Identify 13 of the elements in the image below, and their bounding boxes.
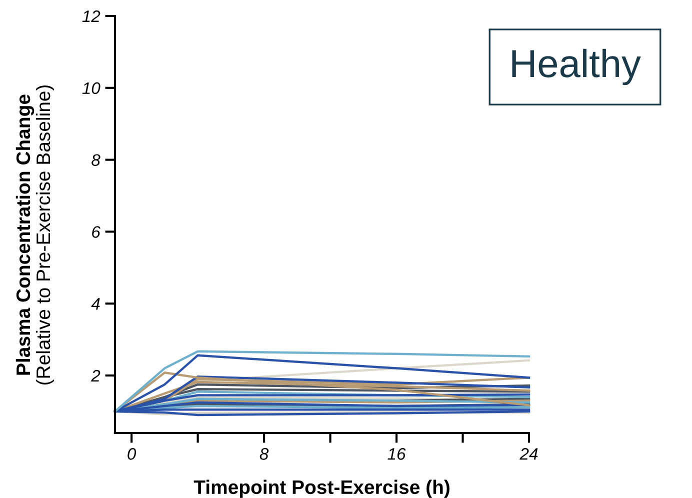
y-tick-label: 2	[91, 370, 100, 382]
y-axis-title: Plasma Concentration Change (Relative to Pre-Exercise Baseline)	[16, 85, 54, 385]
x-tick-label: 16	[388, 448, 406, 460]
x-tick-label: 0	[128, 448, 136, 460]
annotation: Healthy	[512, 48, 641, 86]
y-tick-label: 8	[92, 154, 100, 166]
y-tick-label: 10	[82, 82, 100, 94]
y-tick-label: 6	[92, 226, 100, 238]
y-tick-label: 12	[82, 10, 100, 22]
y-tick-label: 4	[91, 298, 100, 310]
x-tick-label: 8	[260, 448, 269, 460]
x-axis-title: Timepoint Post-Exercise (h)	[194, 480, 450, 498]
x-tick-label: 24	[520, 448, 538, 460]
